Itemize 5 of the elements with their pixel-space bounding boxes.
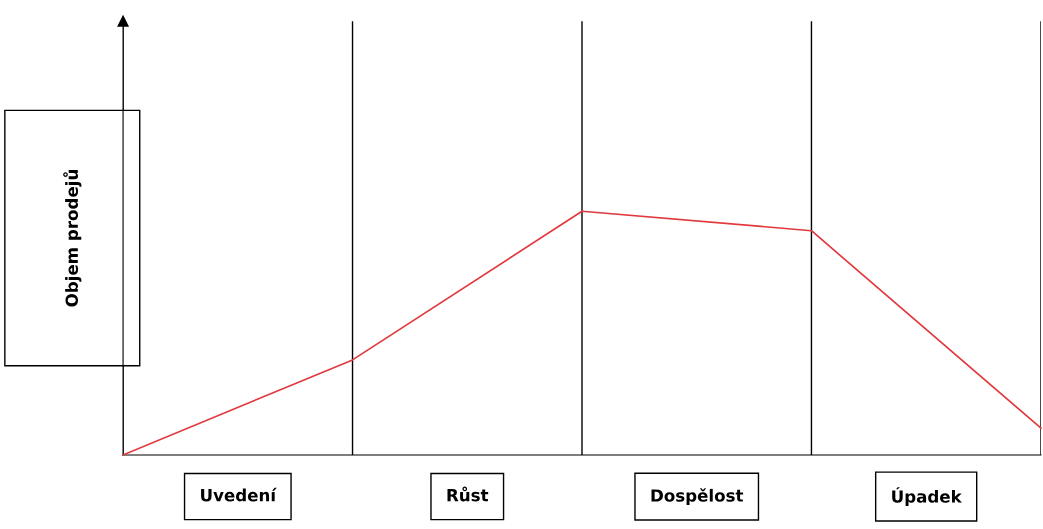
text: Uvedení: [201, 487, 277, 502]
text: Růst: [447, 486, 489, 502]
text: Dospělost: [651, 488, 744, 506]
y-axis-title: Objem prodejů: [63, 170, 82, 307]
text: Úpadek: [892, 487, 963, 507]
